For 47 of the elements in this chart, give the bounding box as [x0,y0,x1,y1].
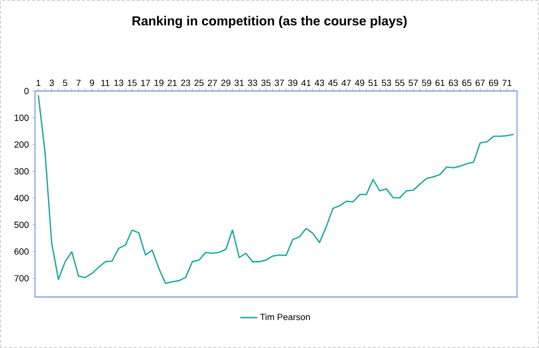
x-tick-label: 51 [368,80,378,86]
x-tick-label: 33 [248,80,258,86]
y-tick-label: 300 [14,168,29,174]
x-tick-label: 23 [181,80,190,86]
x-tick-label: 71 [502,80,512,86]
x-tick-label: 17 [141,80,150,86]
x-tick-label: 29 [221,80,230,86]
x-tick-label: 59 [422,80,432,86]
chart-title: Ranking in competition (as the course plays) [132,16,407,28]
y-tick-label: 500 [14,222,29,228]
legend-label: Tim Pearson [260,314,310,320]
x-tick-label: 53 [382,80,392,86]
y-tick-label: 700 [14,275,29,282]
x-tick-label: 13 [114,80,124,86]
y-tick-label: 600 [14,248,29,255]
x-tick-label: 19 [154,80,164,86]
x-tick-label: 47 [342,80,351,86]
x-tick-label: 67 [476,80,485,86]
x-tick-label: 3 [50,80,54,86]
x-tick-label: 37 [274,80,284,86]
x-tick-label: 61 [435,80,445,86]
y-tick-label: 400 [14,194,29,202]
x-tick-label: 39 [288,80,298,86]
x-tick-label: 15 [128,80,137,86]
x-tick-label: 43 [314,80,324,86]
x-tick-label: 45 [328,80,338,86]
x-tick-label: 27 [208,80,217,86]
x-tick-label: 7 [76,80,81,86]
x-tick-label: 9 [90,80,94,86]
x-tick-label: 5 [62,80,68,86]
x-tick-label: 25 [194,80,204,86]
y-tick-label: 100 [14,114,29,121]
line-series [38,94,514,284]
x-tick-label: 69 [489,80,498,86]
x-tick-label: 49 [354,80,364,86]
x-tick-label: 21 [168,80,177,86]
x-tick-label: 11 [101,80,110,86]
x-tick-label: 57 [408,80,418,86]
x-tick-label: 65 [462,80,472,86]
x-tick-label: 31 [234,80,244,86]
x-tick-label: 35 [261,80,271,86]
x-tick-label: 41 [301,80,311,86]
x-tick-label: 63 [448,80,458,86]
x-tick-label: 1 [36,80,40,86]
y-tick-label: 0 [24,88,29,94]
y-tick-label: 200 [14,141,29,148]
x-tick-label: 55 [395,80,404,86]
